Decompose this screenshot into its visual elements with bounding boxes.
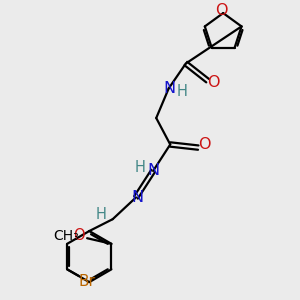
Text: N: N [147, 164, 159, 178]
Text: H: H [135, 160, 146, 175]
Text: O: O [73, 228, 85, 243]
Text: H: H [176, 84, 187, 99]
Text: N: N [164, 81, 176, 96]
Text: Br: Br [79, 274, 96, 289]
Text: O: O [198, 137, 211, 152]
Text: O: O [215, 3, 228, 18]
Text: O: O [208, 75, 220, 90]
Text: N: N [131, 190, 144, 205]
Text: H: H [95, 207, 106, 222]
Text: CH₃: CH₃ [53, 229, 79, 243]
